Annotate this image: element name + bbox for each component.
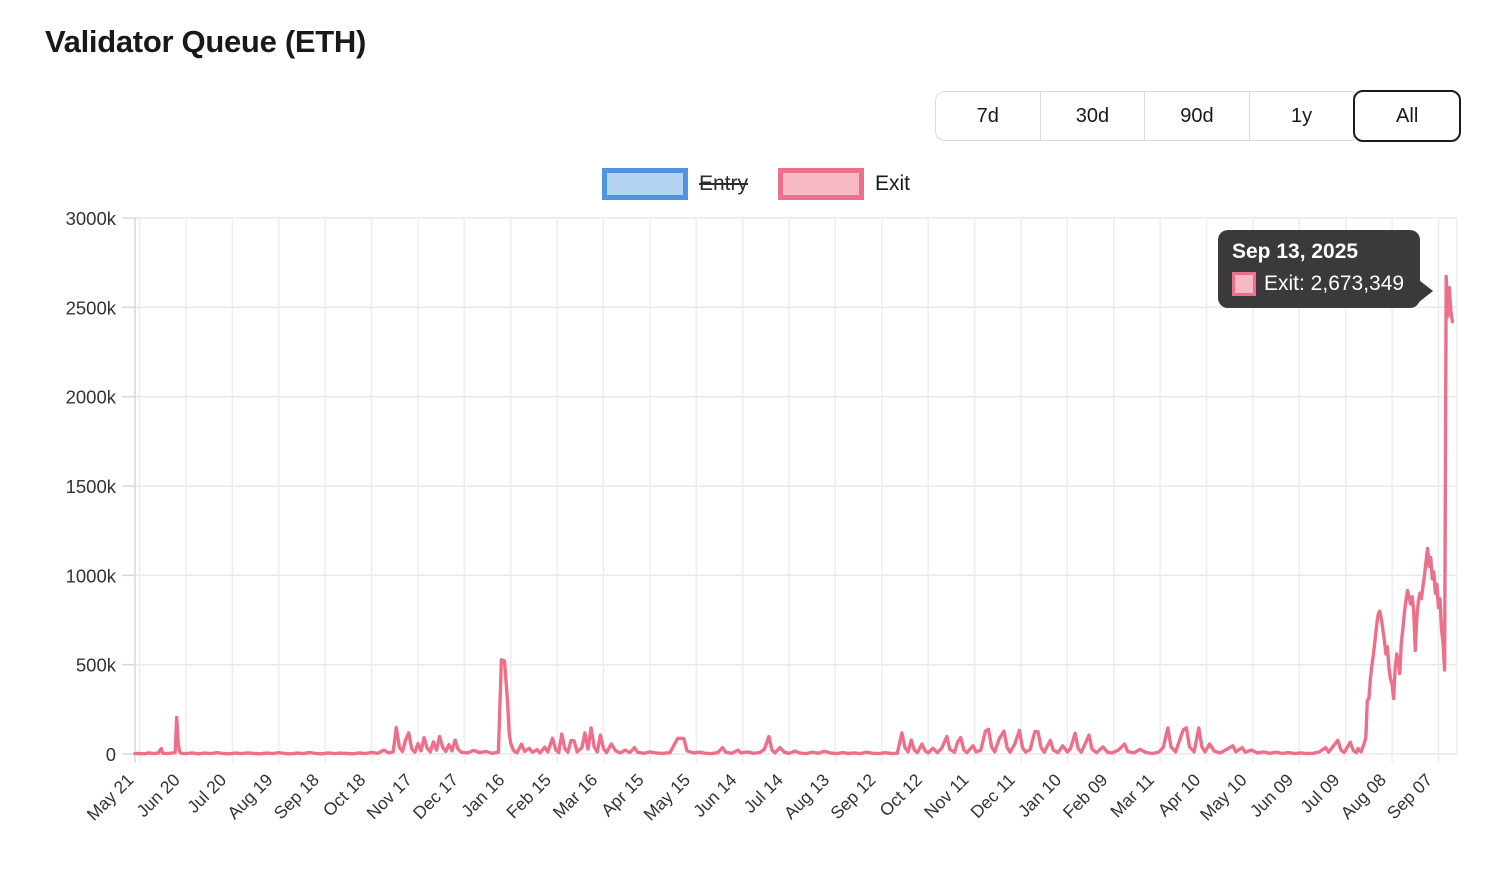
- legend-label-entry: Entry: [698, 172, 748, 195]
- svg-text:Nov 11: Nov 11: [920, 770, 972, 822]
- svg-text:Jun 20: Jun 20: [133, 770, 184, 821]
- time-range-90d[interactable]: 90d: [1145, 91, 1250, 141]
- tooltip-value: Exit: 2,673,349: [1264, 272, 1405, 295]
- svg-text:1000k: 1000k: [66, 565, 117, 586]
- svg-text:Dec 17: Dec 17: [409, 770, 462, 823]
- svg-text:Feb 09: Feb 09: [1059, 770, 1112, 823]
- svg-text:Dec 11: Dec 11: [966, 770, 1018, 822]
- svg-text:500k: 500k: [76, 655, 117, 676]
- svg-text:Aug 08: Aug 08: [1337, 770, 1390, 823]
- svg-text:May 21: May 21: [83, 770, 138, 825]
- svg-text:Feb 15: Feb 15: [502, 770, 555, 823]
- legend-label-exit: Exit: [875, 172, 911, 195]
- svg-text:2000k: 2000k: [66, 387, 117, 408]
- time-range-all[interactable]: All: [1353, 90, 1461, 142]
- tooltip-date: Sep 13, 2025: [1232, 240, 1359, 263]
- chart-tooltip: Sep 13, 2025 Exit: 2,673,349: [1218, 230, 1434, 308]
- tooltip-row: Exit: 2,673,349: [1232, 272, 1404, 296]
- legend-item-exit[interactable]: Exit: [778, 168, 910, 200]
- chart-legend: Entry Exit: [0, 168, 1512, 200]
- svg-text:Mar 16: Mar 16: [549, 770, 602, 823]
- svg-text:Sep 07: Sep 07: [1383, 770, 1436, 823]
- svg-text:Nov 17: Nov 17: [362, 770, 415, 823]
- svg-text:Jun 09: Jun 09: [1246, 770, 1297, 821]
- svg-text:Mar 11: Mar 11: [1106, 770, 1158, 822]
- svg-text:Aug 13: Aug 13: [780, 770, 833, 823]
- svg-text:Oct 18: Oct 18: [319, 770, 370, 821]
- svg-text:Apr 15: Apr 15: [597, 770, 648, 821]
- time-range-7d[interactable]: 7d: [935, 91, 1041, 141]
- svg-text:May 10: May 10: [1196, 769, 1251, 824]
- svg-text:3000k: 3000k: [66, 208, 117, 229]
- svg-text:Jun 14: Jun 14: [689, 770, 740, 821]
- svg-text:Apr 10: Apr 10: [1154, 769, 1205, 820]
- svg-text:2500k: 2500k: [66, 297, 117, 318]
- svg-text:Jan 16: Jan 16: [457, 770, 508, 821]
- entry-swatch-icon: [601, 168, 688, 200]
- exit-swatch-icon: [778, 168, 864, 200]
- svg-text:0: 0: [106, 744, 116, 765]
- svg-text:May 15: May 15: [639, 770, 694, 825]
- time-range-30d[interactable]: 30d: [1040, 91, 1146, 141]
- legend-item-entry[interactable]: Entry: [601, 168, 748, 200]
- time-range-1y[interactable]: 1y: [1249, 91, 1355, 141]
- svg-text:Sep 18: Sep 18: [270, 770, 323, 823]
- tooltip-exit-swatch-icon: [1232, 272, 1256, 296]
- svg-text:1500k: 1500k: [66, 476, 117, 497]
- page-title: Validator Queue (ETH): [45, 24, 366, 59]
- tooltip-arrow-icon: [1419, 280, 1434, 302]
- svg-text:Sep 12: Sep 12: [826, 770, 879, 823]
- svg-text:Jan 10: Jan 10: [1014, 770, 1065, 821]
- time-range-selector: 7d 30d 90d 1y All: [935, 90, 1461, 142]
- svg-text:Oct 12: Oct 12: [875, 770, 926, 821]
- svg-text:Aug 19: Aug 19: [223, 770, 276, 823]
